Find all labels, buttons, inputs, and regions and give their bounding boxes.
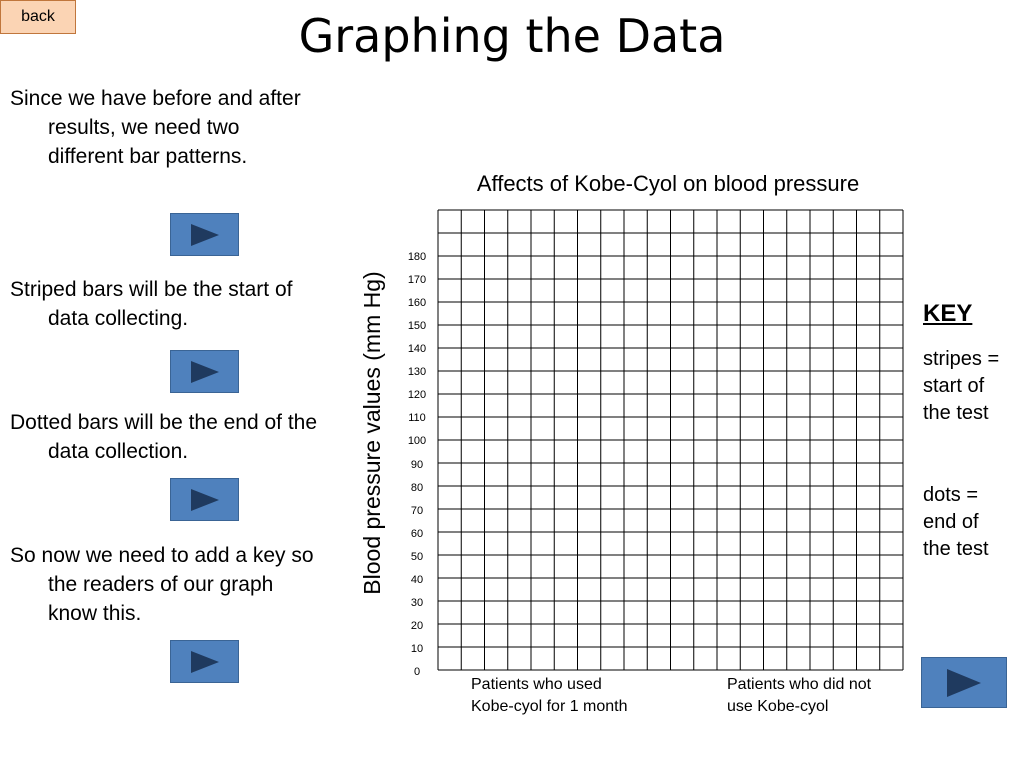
instruction-3: Dotted bars will be the end of the data … [10,411,318,463]
play-icon [190,223,219,246]
play-icon [947,668,981,697]
y-tick-label: 160 [407,297,427,310]
y-tick-label: 60 [410,527,424,540]
play-button-3[interactable] [170,478,239,521]
key-title: KEY [923,300,973,327]
y-tick-label: 100 [407,435,427,448]
instruction-4: So now we need to add a key so the reade… [10,544,314,625]
play-button-1[interactable] [170,213,239,256]
y-tick-label: 40 [410,573,424,586]
y-tick-label: 130 [407,366,427,379]
play-icon [190,488,219,511]
y-tick-label: 30 [410,596,424,609]
y-tick-label: 70 [410,504,424,517]
y-tick-label: 170 [407,274,427,287]
y-tick-label: 150 [407,320,427,333]
play-button-4[interactable] [170,640,239,683]
next-button[interactable] [921,657,1007,708]
y-tick-label: 80 [410,481,424,494]
category-label-1: Patients who used Kobe-cyol for 1 month [471,676,628,715]
y-tick-label: 10 [410,642,424,655]
play-icon [190,650,219,673]
y-tick-label: 20 [410,619,424,632]
y-tick-label: 140 [407,343,427,356]
page-title: Graphing the Data [298,9,726,63]
y-tick-label: 50 [410,550,424,563]
key-dots: dots = end of the test [923,484,989,560]
y-tick-label: 110 [408,412,426,425]
y-tick-label: 120 [407,389,427,402]
y-tick-label: 180 [407,251,427,263]
y-tick-label: 90 [410,458,424,471]
play-button-2[interactable] [170,350,239,393]
chart-title: Affects of Kobe-Cyol on blood pressure [476,171,860,196]
category-label-2: Patients who did not use Kobe-cyol [727,676,872,715]
instruction-1: Since we have before and after results, … [10,87,301,168]
back-button[interactable]: back [0,0,76,34]
key-stripes: stripes = start of the test [923,348,1000,424]
y-tick-label: 0 [413,666,421,678]
play-icon [190,360,219,383]
instruction-2: Striped bars will be the start of data c… [10,278,293,330]
